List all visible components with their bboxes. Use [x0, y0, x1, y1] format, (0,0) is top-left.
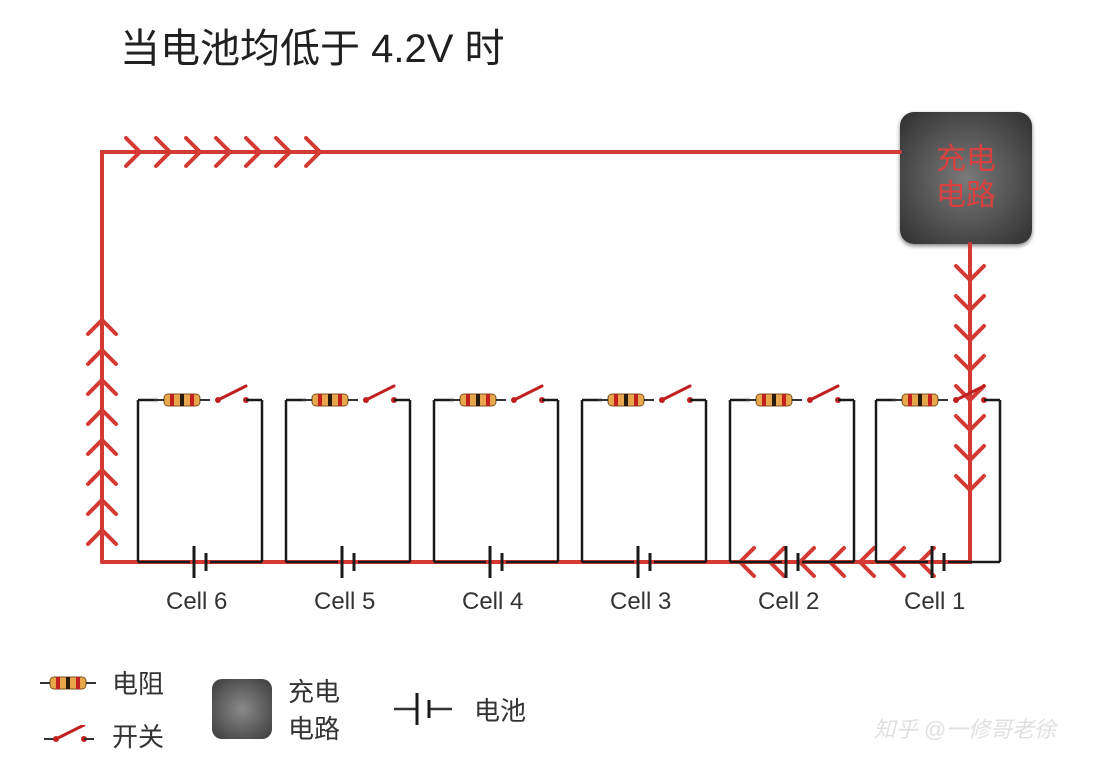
- legend-charger: 充电 电路: [212, 672, 340, 746]
- cell-label: Cell 4: [462, 588, 523, 616]
- watermark: 知乎 @一修哥老徐: [874, 712, 1056, 744]
- legend-battery: 电池: [388, 689, 526, 729]
- legend-switch: 开关: [40, 717, 164, 754]
- cell-label: Cell 6: [166, 588, 227, 616]
- legend: 电阻 开关 充电 电路 电池: [40, 664, 526, 754]
- legend-resistor: 电阻: [40, 664, 164, 701]
- cell-label: Cell 1: [904, 588, 965, 616]
- cell-label: Cell 3: [610, 588, 671, 616]
- cell-label: Cell 5: [314, 588, 375, 616]
- cell-label: Cell 2: [758, 588, 819, 616]
